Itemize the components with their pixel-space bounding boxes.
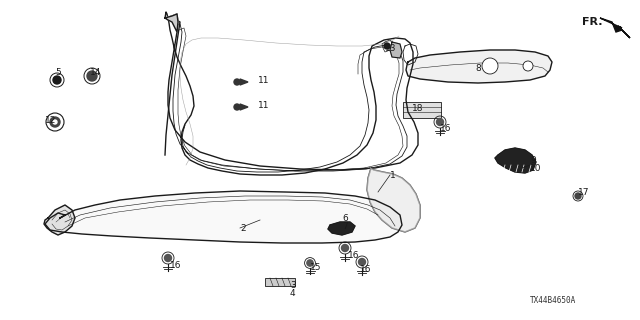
- Text: TX44B4650A: TX44B4650A: [530, 296, 576, 305]
- Circle shape: [234, 104, 240, 110]
- Text: 11: 11: [258, 76, 269, 84]
- Text: 16: 16: [360, 266, 371, 275]
- Text: 16: 16: [170, 260, 182, 269]
- Circle shape: [523, 61, 533, 71]
- Text: FR.: FR.: [582, 17, 602, 27]
- Text: 13: 13: [385, 44, 397, 52]
- Circle shape: [53, 76, 61, 84]
- Text: 8: 8: [475, 63, 481, 73]
- Circle shape: [482, 58, 498, 74]
- Polygon shape: [495, 148, 536, 173]
- Polygon shape: [165, 14, 178, 32]
- Polygon shape: [328, 222, 355, 235]
- Text: 12: 12: [45, 116, 56, 124]
- Circle shape: [307, 260, 313, 266]
- Polygon shape: [44, 205, 75, 235]
- Text: 11: 11: [258, 100, 269, 109]
- Polygon shape: [45, 191, 402, 243]
- Polygon shape: [240, 104, 248, 110]
- Bar: [403, 102, 441, 118]
- Polygon shape: [600, 18, 630, 38]
- Text: 3: 3: [290, 281, 296, 290]
- Text: 9: 9: [530, 156, 536, 164]
- Text: 4: 4: [290, 289, 296, 298]
- Circle shape: [53, 120, 57, 124]
- Text: 18: 18: [412, 103, 424, 113]
- Circle shape: [164, 254, 172, 261]
- Bar: [265, 278, 295, 286]
- Text: 5: 5: [55, 68, 61, 76]
- Circle shape: [575, 193, 581, 199]
- Polygon shape: [367, 168, 420, 232]
- Text: 16: 16: [348, 251, 360, 260]
- Circle shape: [358, 259, 365, 266]
- Text: 17: 17: [578, 188, 589, 196]
- Circle shape: [384, 43, 390, 49]
- Circle shape: [234, 79, 240, 85]
- Circle shape: [342, 244, 349, 252]
- Text: 15: 15: [310, 263, 321, 273]
- Polygon shape: [240, 79, 248, 85]
- Text: 6: 6: [342, 213, 348, 222]
- Text: 14: 14: [90, 68, 101, 76]
- Text: 7: 7: [342, 221, 348, 230]
- Polygon shape: [390, 42, 402, 58]
- Polygon shape: [406, 50, 552, 83]
- Circle shape: [436, 118, 444, 125]
- Circle shape: [87, 71, 97, 81]
- Circle shape: [50, 117, 60, 127]
- Text: 10: 10: [530, 164, 541, 172]
- Text: 16: 16: [440, 124, 451, 132]
- Text: 2: 2: [240, 223, 246, 233]
- Text: 1: 1: [390, 171, 396, 180]
